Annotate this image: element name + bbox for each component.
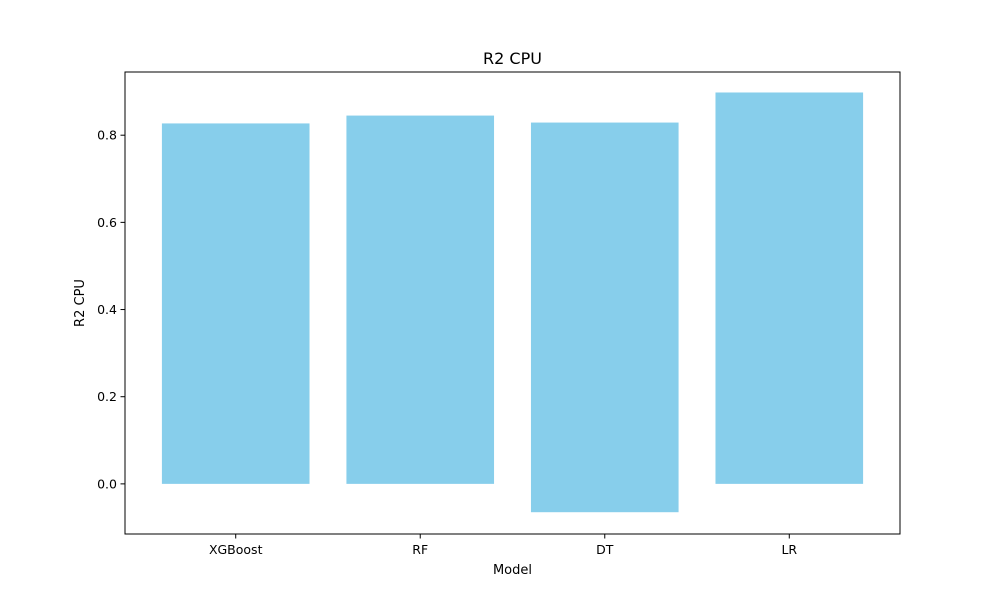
bar-dt — [530, 122, 679, 513]
x-axis-title: Model — [493, 563, 532, 578]
chart-title: R2 CPU — [483, 49, 542, 68]
bar-lr — [715, 92, 864, 484]
x-tick-label: DT — [596, 542, 614, 557]
y-tick-label: 0.0 — [97, 476, 117, 491]
bar-rf — [346, 115, 495, 484]
y-tick-label: 0.4 — [97, 302, 117, 317]
y-tick-label: 0.2 — [97, 389, 117, 404]
bars-group — [161, 92, 864, 513]
x-tick-label: RF — [412, 542, 428, 557]
x-axis: XGBoost RF DT LR — [209, 534, 797, 557]
y-tick-label: 0.8 — [97, 128, 117, 143]
y-tick-label: 0.6 — [97, 215, 117, 230]
x-tick-label: XGBoost — [209, 542, 263, 557]
bar-xgboost — [161, 123, 310, 484]
plot-frame — [124, 71, 901, 535]
y-axis: 0.0 0.2 0.4 0.6 0.8 — [97, 128, 125, 491]
y-axis-title: R2 CPU — [73, 279, 88, 327]
x-tick-label: LR — [781, 542, 797, 557]
